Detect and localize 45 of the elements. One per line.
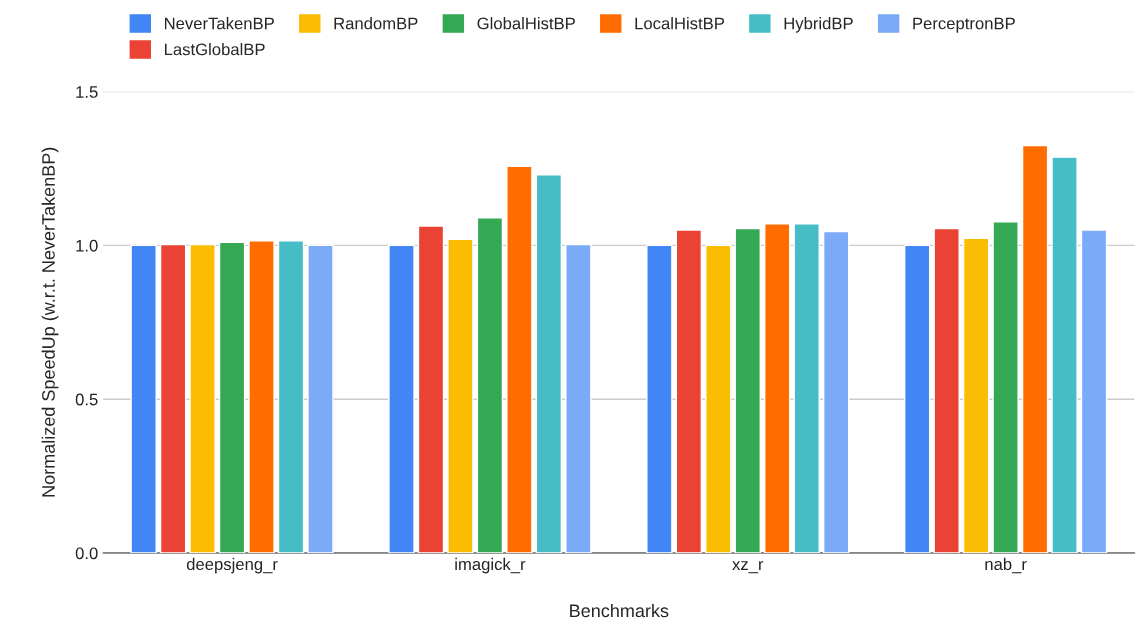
x-tick-label: xz_r [732, 560, 764, 574]
bar [1080, 229, 1108, 553]
bar [734, 227, 761, 553]
bar [130, 244, 157, 553]
bar [933, 227, 960, 553]
bar [1051, 156, 1078, 553]
bar [793, 223, 820, 553]
bar [189, 243, 216, 553]
legend-label: HybridBP [784, 17, 853, 33]
legend-label: LocalHistBP [635, 17, 725, 30]
bar [307, 244, 334, 553]
bar [646, 244, 673, 553]
bar [962, 237, 990, 553]
bar [535, 173, 563, 553]
bar [705, 244, 732, 553]
legend-label: GlobalHistBP [477, 17, 575, 30]
bar [388, 244, 415, 553]
x-tick-label: deepsjeng_r [186, 557, 278, 574]
y-tick-label: 0.5 [75, 393, 98, 406]
y-tick-label: 1.0 [76, 239, 98, 252]
x-tick-label: nab_r [985, 557, 1027, 574]
bar [248, 240, 275, 553]
bar [417, 225, 445, 553]
bar [447, 238, 474, 553]
legend-label: NeverTakenBP [164, 17, 274, 30]
bar [218, 241, 246, 553]
x-tick-label: imagick_r [455, 557, 526, 574]
y-tick-label: 1.5 [76, 86, 98, 98]
bar [506, 165, 533, 553]
bar [1021, 144, 1049, 553]
legend-label: RandomBP [334, 17, 418, 30]
x-axis-title: Benchmarks [570, 603, 669, 618]
bar [822, 230, 850, 553]
bar [992, 221, 1019, 553]
legend-label: PerceptronBP [913, 17, 1015, 33]
bar [764, 223, 791, 553]
y-axis-title: Normalized SpeedUp (w.r.t. NeverTakenBP) [41, 147, 59, 497]
bar [675, 229, 703, 553]
bar [565, 243, 592, 553]
bar [903, 244, 931, 553]
bar [159, 243, 187, 553]
legend-label: LastGlobalBP [164, 43, 265, 56]
bar [476, 217, 504, 553]
bar [277, 240, 305, 553]
y-tick-label: 0.0 [75, 547, 98, 560]
